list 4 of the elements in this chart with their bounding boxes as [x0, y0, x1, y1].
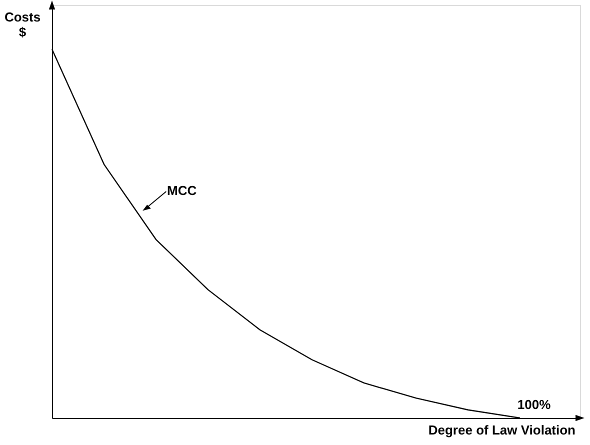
annotation: MCC — [167, 183, 198, 198]
annotation: 100% — [517, 397, 552, 412]
x-axis-title: Degree of Law Violation — [428, 422, 576, 438]
y-axis-title: Costs $ — [4, 10, 41, 40]
